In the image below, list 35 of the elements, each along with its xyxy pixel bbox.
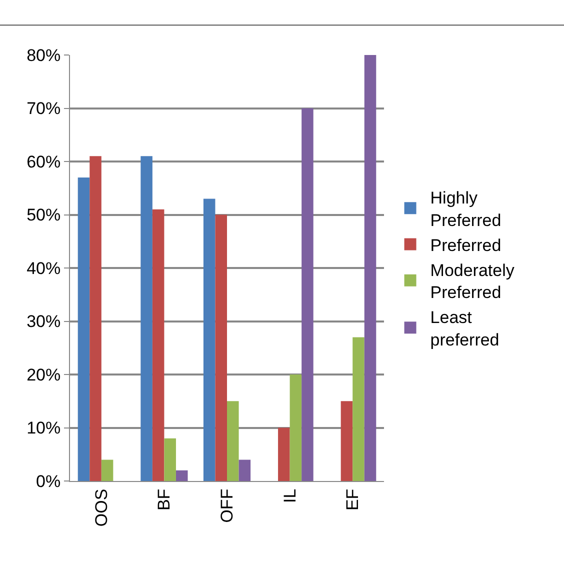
y-tick-label: 40% <box>26 258 61 278</box>
legend-label: Preferred <box>430 236 502 255</box>
y-tick-label: 50% <box>26 206 61 225</box>
bar <box>278 428 290 481</box>
x-tick-label: OFF <box>218 488 237 523</box>
y-tick-label: 0% <box>36 472 61 491</box>
legend-label: Least preferred <box>430 308 500 350</box>
x-tick-label: EF <box>343 488 362 511</box>
bar <box>238 460 251 481</box>
bar <box>203 198 216 481</box>
bar <box>215 214 227 481</box>
bar <box>302 108 314 481</box>
bar <box>101 460 114 481</box>
bar <box>164 438 176 481</box>
x-tick-label: BF <box>154 488 174 511</box>
x-tick-label: IL <box>280 488 300 503</box>
bar <box>290 374 302 481</box>
bar <box>340 401 353 481</box>
y-tick-label: 70% <box>26 99 61 118</box>
bar <box>152 209 164 481</box>
x-tick-label: OOS <box>92 488 111 527</box>
legend-label: Moderately Preferred <box>430 260 515 302</box>
bar <box>140 156 152 481</box>
bar <box>364 55 376 481</box>
bar <box>176 470 188 481</box>
legend-label: Highly Preferred <box>430 188 502 230</box>
bar <box>227 401 239 481</box>
bar <box>90 156 102 481</box>
y-tick-label: 10% <box>26 418 61 438</box>
y-tick-label: 30% <box>26 312 61 332</box>
y-tick-label: 60% <box>26 152 61 172</box>
y-tick-label: 80% <box>26 46 61 65</box>
bar <box>352 337 364 481</box>
y-tick-label: 20% <box>26 365 61 384</box>
bar <box>78 177 90 481</box>
